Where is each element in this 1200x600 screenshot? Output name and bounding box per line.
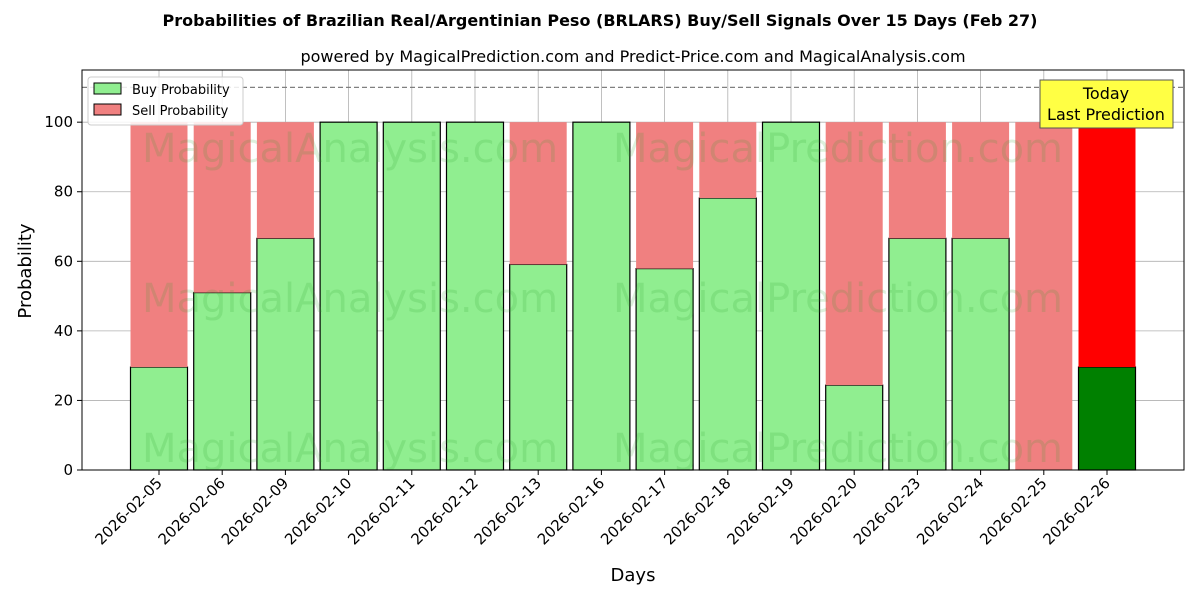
x-tick-label: 2026-02-09 [218,474,292,548]
chart-subtitle: powered by MagicalPrediction.com and Pre… [300,47,965,66]
sell-bar [636,122,694,269]
sell-bar [509,122,567,265]
legend-swatch [93,103,122,116]
legend-label: Buy Probability [132,83,230,98]
buy-bar [888,237,947,471]
watermark-text: MagicalPrediction.com [613,126,1063,172]
y-tick-label: 20 [54,391,73,409]
sell-bar [130,122,188,368]
buy-bar [319,121,378,471]
legend-label: Sell Probability [132,104,229,119]
y-tick-label: 0 [63,461,73,479]
x-tick-label: 2026-02-23 [850,474,924,548]
legend-swatch [93,82,122,95]
annotation-line-1: Today [1082,84,1129,103]
x-tick-label: 2026-02-18 [660,474,734,548]
sell-bar [888,122,946,239]
legend-box [87,76,244,126]
y-tick-label: 40 [54,322,73,340]
buy-bar [1077,366,1137,471]
x-tick-label: 2026-02-26 [1039,474,1113,548]
chart-title: Probabilities of Brazilian Real/Argentin… [163,11,1038,30]
x-tick-label: 2026-02-12 [407,474,481,548]
buy-bar [382,121,441,471]
buy-bar [509,263,568,471]
x-tick-label: 2026-02-05 [91,474,165,548]
legend: Buy Probability Sell Probability [87,76,244,126]
sell-bar [952,122,1010,239]
sell-bar [825,122,883,386]
x-axis-label: Days [611,565,656,586]
buy-bar [951,237,1010,471]
y-tick-label: 100 [44,113,73,131]
x-tick-label: 2026-02-24 [913,474,987,548]
sell-bar [1078,122,1136,368]
buy-bar [445,121,505,471]
y-axis-label: Probability [15,223,36,318]
buy-bar [698,197,757,471]
watermarks: MagicalAnalysis.com MagicalPrediction.com… [142,126,1063,472]
watermark-text: MagicalPrediction.com [613,426,1063,472]
x-tick-label: 2026-02-13 [471,474,545,548]
watermark-text: MagicalAnalysis.com [142,276,558,322]
x-tick-label: 2026-02-20 [787,474,861,548]
y-axis-ticks: 0 20 40 60 80 100 [44,113,82,479]
x-tick-label: 2026-02-16 [534,474,608,548]
sell-bar [193,122,251,293]
today-annotation: Today Last Prediction [1039,79,1174,129]
x-tick-label: 2026-02-11 [344,474,418,548]
y-tick-label: 60 [54,252,73,270]
watermark-text: MagicalAnalysis.com [142,426,558,472]
buy-bar [572,121,631,471]
sell-bar [1015,122,1073,470]
sell-bar [256,122,314,239]
x-tick-label: 2026-02-06 [155,474,229,548]
x-tick-label: 2026-02-17 [597,474,671,548]
bars [129,121,1137,471]
x-tick-label: 2026-02-19 [723,474,797,548]
sell-bar [699,122,757,198]
plot-frame [81,69,1185,471]
annotation-line-2: Last Prediction [1047,105,1165,124]
annotation-box [1039,79,1174,129]
watermark-text: MagicalAnalysis.com [142,126,558,172]
x-tick-label: 2026-02-25 [976,474,1050,548]
x-tick-label: 2026-02-10 [281,474,355,548]
y-tick-label: 80 [54,183,73,201]
watermark-text: MagicalPrediction.com [613,276,1063,322]
x-axis-ticks: 2026-02-052026-02-062026-02-092026-02-10… [91,470,1114,548]
